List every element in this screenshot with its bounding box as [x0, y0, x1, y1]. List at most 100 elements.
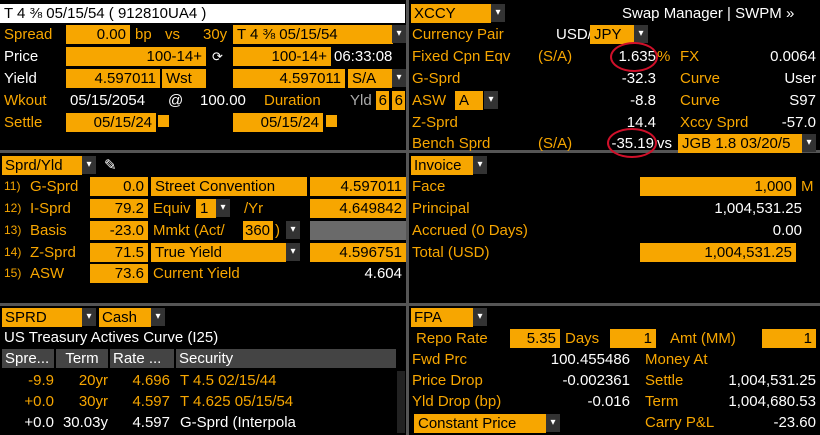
duration-b-select[interactable]: 6 [392, 91, 405, 110]
price-time: 06:33:08 [334, 48, 393, 65]
true-yield-select[interactable]: True Yield [151, 243, 286, 262]
currency-quote-select[interactable]: JPY [590, 25, 634, 44]
repo-rate-input[interactable]: 5.35 [510, 329, 560, 348]
invoice-select[interactable]: Invoice [411, 156, 473, 175]
benchmark-security-input[interactable]: T 4 ⅜ 05/15/54 [233, 25, 393, 44]
true-yield-value[interactable]: 4.596751 [310, 243, 406, 262]
basis-row-input[interactable]: -23.0 [90, 221, 148, 240]
col-header-rate[interactable]: Rate ... [110, 349, 174, 368]
days-input[interactable]: 1 [610, 329, 656, 348]
curve-label: Curve [680, 70, 721, 87]
sprd-tab-dropdown-arrow[interactable]: ▾ [82, 308, 96, 326]
amt-input[interactable]: 1 [762, 329, 816, 348]
curve-label-2: Curve [680, 92, 721, 109]
bench-calendar-icon[interactable] [325, 114, 338, 128]
cash-tab-select[interactable]: Cash [99, 308, 151, 327]
annotation-circle-fixed-cpn [610, 42, 658, 72]
curve-row-3-rate[interactable]: 4.597 [132, 414, 170, 431]
invoice-dropdown-arrow[interactable]: ▾ [473, 156, 487, 174]
yield-type-select[interactable]: Wst [162, 69, 206, 88]
row-num-15: 15) [4, 266, 22, 280]
spread-input[interactable]: 0.00 [66, 25, 130, 44]
curve-row-1-rate[interactable]: 4.696 [132, 372, 170, 389]
equiv-unit: /Yr [244, 200, 264, 217]
pencil-icon[interactable]: ✎ [104, 157, 117, 174]
curve-row-1-security[interactable]: T 4.5 02/15/44 [180, 372, 277, 389]
bench-price-input[interactable]: 100-14+ [233, 47, 331, 66]
equiv-dropdown-arrow[interactable]: ▾ [216, 199, 230, 217]
bench-settle-date-input[interactable]: 05/15/24 [233, 113, 323, 132]
yld-label: Yld [350, 92, 372, 109]
bench-yield-input[interactable]: 4.597011 [233, 69, 345, 88]
settle-label: Settle [4, 114, 43, 131]
curve-scrollbar[interactable] [397, 371, 405, 433]
constant-price-dropdown-arrow[interactable]: ▾ [546, 414, 560, 432]
curve-row-2-rate[interactable]: 4.597 [132, 393, 170, 410]
curve-row-1-term[interactable]: 20yr [78, 372, 108, 389]
term-label: Term [645, 393, 679, 410]
curve-row-2-security[interactable]: T 4.625 05/15/54 [180, 393, 294, 410]
row-num-12: 12) [4, 201, 22, 215]
swap-manager-title[interactable]: Swap Manager | SWPM » [622, 5, 795, 22]
price-input[interactable]: 100-14+ [66, 47, 206, 66]
vertical-divider [406, 0, 409, 435]
benchmark-dropdown-arrow[interactable]: ▾ [392, 25, 406, 43]
mmkt-close: ) [275, 222, 280, 239]
face-label: Face [412, 178, 446, 195]
curve-title: US Treasury Actives Curve (I25) [4, 329, 219, 346]
equiv-value[interactable]: 4.649842 [310, 199, 406, 218]
xccy-dropdown-arrow[interactable]: ▾ [491, 4, 505, 22]
xccy-sprd-label: Xccy Sprd [680, 114, 749, 131]
constant-price-select[interactable]: Constant Price [414, 414, 546, 433]
sprd-yld-dropdown-arrow[interactable]: ▾ [82, 156, 96, 174]
sprd-yld-select[interactable]: Sprd/Yld [2, 156, 82, 175]
fixed-cpn-freq: (S/A) [538, 48, 573, 65]
bench-security-dropdown-arrow[interactable]: ▾ [802, 134, 816, 152]
curve-row-2-term[interactable]: 30yr [78, 393, 108, 410]
g-sprd-row-input[interactable]: 0.0 [90, 177, 148, 196]
curve-value: User [784, 70, 816, 87]
carry-pl-label: Carry P&L [645, 414, 715, 431]
asw-select[interactable]: A [455, 91, 483, 110]
col-header-spread[interactable]: Spre... [2, 349, 54, 368]
i-sprd-row-input[interactable]: 79.2 [90, 199, 148, 218]
curve-row-2-spread[interactable]: +0.0 [24, 393, 54, 410]
yield-label: Yield [4, 70, 37, 87]
col-header-security[interactable]: Security [176, 349, 396, 368]
refresh-icon[interactable]: ⟳ [212, 49, 223, 64]
fixed-cpn-label: Fixed Cpn Eqv [412, 48, 511, 65]
yield-input[interactable]: 4.597011 [66, 69, 160, 88]
face-input[interactable]: 1,000 [640, 177, 796, 196]
yield-freq-dropdown-arrow[interactable]: ▾ [392, 69, 406, 87]
equiv-select[interactable]: 1 [196, 199, 216, 218]
z-sprd-label: Z-Sprd [412, 114, 458, 131]
duration-a-select[interactable]: 6 [376, 91, 389, 110]
z-sprd-row-input[interactable]: 71.5 [90, 243, 148, 262]
asw-dropdown-arrow[interactable]: ▾ [484, 91, 498, 109]
curve-row-1-spread[interactable]: -9.9 [28, 372, 54, 389]
mmkt-dropdown-arrow[interactable]: ▾ [286, 221, 300, 239]
yield-freq-select[interactable]: S/A [348, 69, 392, 88]
currency-quote-dropdown-arrow[interactable]: ▾ [634, 25, 648, 43]
mmkt-value[interactable] [310, 221, 406, 240]
fpa-dropdown-arrow[interactable]: ▾ [473, 308, 487, 326]
amt-label: Amt (MM) [670, 330, 736, 347]
true-yield-dropdown-arrow[interactable]: ▾ [286, 243, 300, 261]
repo-rate-label: Repo Rate [416, 330, 488, 347]
calendar-icon[interactable] [157, 114, 170, 128]
bench-security-input[interactable]: JGB 1.8 03/20/5 [678, 134, 802, 153]
settle-date-input[interactable]: 05/15/24 [66, 113, 156, 132]
cash-tab-dropdown-arrow[interactable]: ▾ [151, 308, 165, 326]
mmkt-select[interactable]: 360 [243, 221, 273, 240]
xccy-select[interactable]: XCCY [411, 4, 491, 23]
accrued-value: 0.00 [772, 222, 802, 239]
currency-pair-label: Currency Pair [412, 26, 504, 43]
curve-row-3-term[interactable]: 30.03y [62, 414, 108, 431]
street-convention-value[interactable]: 4.597011 [310, 177, 406, 196]
sprd-tab-select[interactable]: SPRD [2, 308, 82, 327]
col-header-term[interactable]: Term [56, 349, 108, 368]
curve-row-3-security[interactable]: G-Sprd (Interpola [180, 414, 296, 431]
asw-row-input[interactable]: 73.6 [90, 264, 148, 283]
fpa-select[interactable]: FPA [411, 308, 473, 327]
curve-row-3-spread[interactable]: +0.0 [24, 414, 54, 431]
